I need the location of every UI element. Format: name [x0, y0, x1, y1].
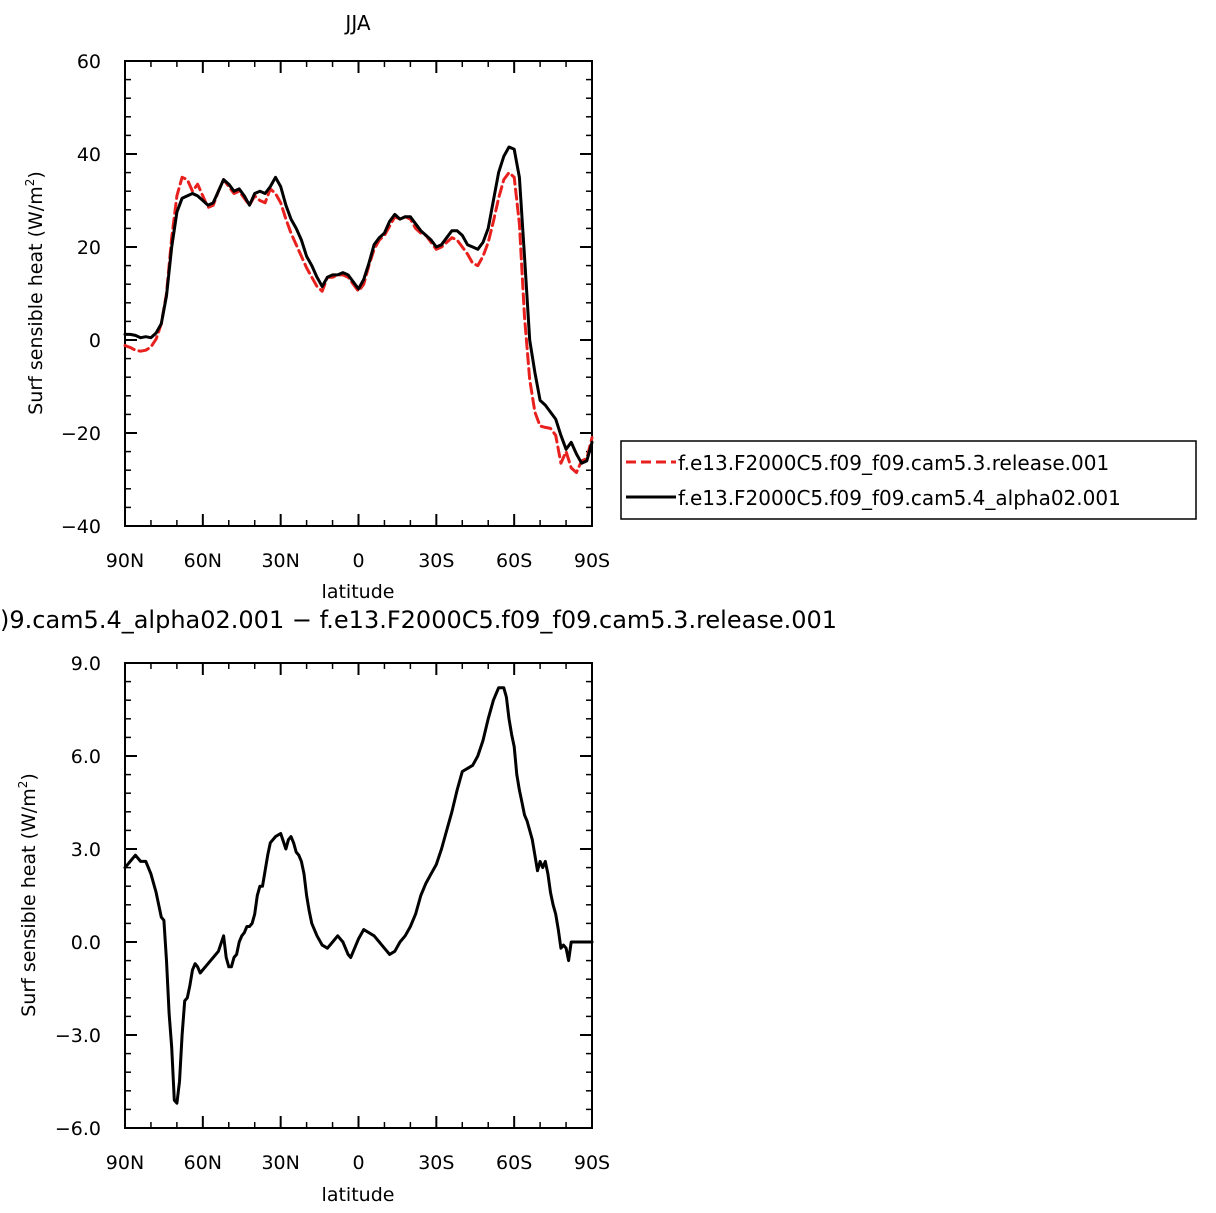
top-y-tick-label: 20: [77, 237, 101, 259]
top-x-tick-label: 30S: [418, 550, 454, 572]
top-x-tick-label: 30N: [261, 550, 299, 572]
bottom-y-axis-label: Surf sensible heat (W/m2): [16, 773, 40, 1017]
bottom-y-axis-label-sup: 2: [16, 781, 30, 789]
legend-label-2: f.e13.F2000C5.f09_f09.cam5.4_alpha02.001: [678, 486, 1121, 510]
bottom-y-tick-label: 0.0: [71, 932, 101, 954]
top-y-axis-label-main: Surf sensible heat (W/m: [25, 186, 47, 415]
bottom-x-axis-label: latitude: [322, 1184, 395, 1206]
bottom-x-tick-label: 30S: [418, 1152, 454, 1174]
bottom-x-tick-label: 30N: [261, 1152, 299, 1174]
bottom-x-tick-label: 0: [352, 1152, 364, 1174]
bottom-y-tick-label: −3.0: [55, 1025, 101, 1047]
top-y-tick-label: 40: [77, 144, 101, 166]
bottom-panel: )9.cam5.4_alpha02.001 − f.e13.F2000C5.f0…: [0, 606, 837, 1206]
top-x-tick-label: 90S: [574, 550, 610, 572]
top-y-tick-label: 60: [77, 51, 101, 73]
top-x-axis-label: latitude: [322, 581, 395, 603]
top-y-tick-label: −40: [61, 516, 101, 538]
top-series-line-1: [123, 171, 594, 474]
top-y-tick-label: −20: [61, 423, 101, 445]
bottom-y-axis-label-main: Surf sensible heat (W/m: [18, 788, 40, 1017]
bottom-y-tick-label: 9.0: [71, 653, 101, 675]
top-x-tick-label: 60S: [496, 550, 532, 572]
legend-box: [620, 440, 1197, 520]
bottom-y-axis-label-close: ): [18, 773, 40, 780]
top-x-tick-label: 90N: [106, 550, 144, 572]
top-y-axis-label: Surf sensible heat (W/m2): [23, 171, 47, 415]
top-chart-title: JJA: [343, 11, 370, 35]
bottom-plot-frame: [124, 662, 593, 1129]
top-series: [123, 145, 594, 474]
bottom-y-tick-label: 3.0: [71, 839, 101, 861]
bottom-x-tick-label: 60S: [496, 1152, 532, 1174]
bottom-axes: 90N 60N 30N 0 30S 60S 90S −6.0 −3.0 0.0 3.0 6.0 9.0: [55, 653, 610, 1174]
bottom-chart-title: )9.cam5.4_alpha02.001 − f.e13.F2000C5.f0…: [0, 606, 837, 634]
legend: f.e13.F2000C5.f09_f09.cam5.3.release.001…: [620, 440, 1197, 520]
bottom-y-tick-label: 6.0: [71, 746, 101, 768]
bottom-x-tick-label: 90S: [574, 1152, 610, 1174]
bottom-series-line-1: [123, 686, 594, 1105]
top-series-line-2: [123, 145, 594, 465]
top-panel: JJA 90N 60N 30N 0 30S 60S 90S −40 −20 0 20 40 60 lat…: [23, 11, 1197, 603]
top-x-tick-label: 0: [352, 550, 364, 572]
top-y-axis-label-close: ): [25, 171, 47, 178]
top-x-tick-label: 60N: [184, 550, 222, 572]
top-axes: 90N 60N 30N 0 30S 60S 90S −40 −20 0 20 40 60: [61, 51, 610, 572]
bottom-x-tick-label: 60N: [184, 1152, 222, 1174]
top-y-tick-label: 0: [89, 330, 101, 352]
bottom-series: [123, 686, 594, 1105]
legend-label-1: f.e13.F2000C5.f09_f09.cam5.3.release.001: [678, 451, 1109, 475]
bottom-x-tick-label: 90N: [106, 1152, 144, 1174]
bottom-y-tick-label: −6.0: [55, 1118, 101, 1140]
top-y-axis-label-sup: 2: [23, 179, 37, 187]
